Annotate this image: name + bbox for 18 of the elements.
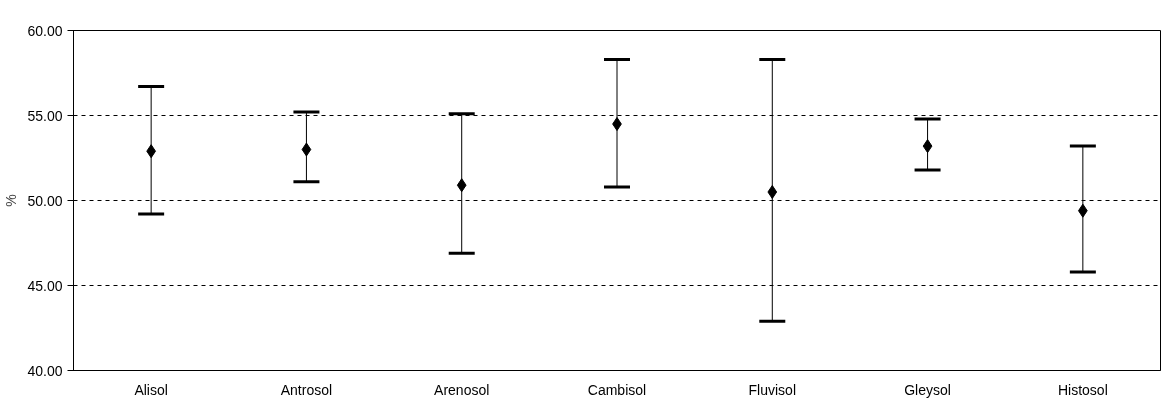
x-tick-label: Histosol <box>1057 381 1108 398</box>
x-tick-label: Antrosol <box>280 381 333 398</box>
y-axis-title: % <box>3 194 20 207</box>
y-tick-label: 55.00 <box>27 107 63 124</box>
y-tick-label: 60.00 <box>27 22 63 39</box>
x-tick-label: Arenosol <box>434 381 490 398</box>
x-tick-label: Gleysol <box>904 381 951 398</box>
x-tick-label: Cambisol <box>587 381 647 398</box>
x-tick-label: Fluvisol <box>748 381 797 398</box>
point <box>456 178 467 193</box>
point <box>612 117 622 131</box>
x-tick-label: Alisol <box>134 381 168 398</box>
y-tick-label: 50.00 <box>27 192 63 209</box>
point <box>767 185 778 199</box>
y-tick-label: 40.00 <box>27 362 63 379</box>
point <box>922 139 933 154</box>
point <box>301 142 312 157</box>
y-tick-label: 45.00 <box>27 277 63 294</box>
